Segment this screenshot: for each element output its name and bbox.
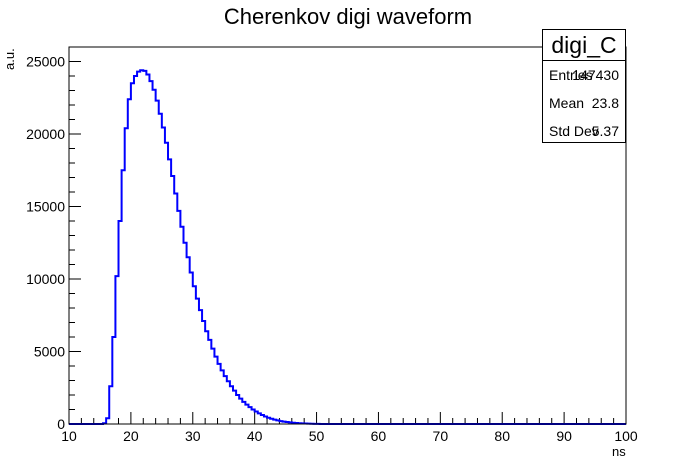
mean-label: Mean: [549, 95, 585, 111]
y-tick-label: 15000: [26, 199, 65, 215]
x-tick-label: 60: [371, 428, 387, 444]
stats-row-mean: Mean 23.8: [543, 89, 625, 117]
x-tick-label: 50: [309, 428, 325, 444]
x-tick-label: 80: [494, 428, 510, 444]
x-axis-label: ns: [612, 444, 626, 459]
x-tick-label: 20: [123, 428, 139, 444]
y-axis-label: a.u.: [2, 48, 17, 70]
x-tick-label: 100: [614, 428, 638, 444]
stats-box: digi_C Entries 147430 Mean 23.8 Std Dev …: [542, 29, 626, 143]
stats-row-entries: Entries 147430: [543, 61, 625, 89]
x-axis-ticks: 10 20 30 40 50 60 70 80 90 100: [61, 412, 638, 444]
plot-frame: [68, 46, 627, 425]
x-tick-label: 10: [61, 428, 77, 444]
mean-value: 23.8: [591, 95, 619, 111]
stddev-value: 5.37: [591, 123, 619, 139]
entries-label: Entries: [549, 67, 593, 83]
stats-row-stddev: Std Dev 5.37: [543, 117, 625, 145]
stddev-label: Std Dev: [549, 123, 599, 139]
x-tick-label: 70: [433, 428, 449, 444]
y-tick-label: 5000: [34, 344, 65, 360]
y-tick-label: 25000: [26, 54, 65, 70]
x-tick-label: 40: [247, 428, 263, 444]
entries-value: 147430: [572, 67, 619, 83]
y-tick-label: 20000: [26, 126, 65, 142]
y-axis-ticks: 0 5000 10000 15000 20000 25000: [26, 46, 81, 432]
waveform-histogram-line: [69, 69, 626, 425]
x-tick-label: 30: [185, 428, 201, 444]
stats-title: digi_C: [543, 30, 625, 61]
x-tick-label: 90: [556, 428, 572, 444]
y-tick-label: 0: [57, 416, 65, 432]
chart-title: Cherenkov digi waveform: [223, 4, 473, 29]
y-tick-label: 10000: [26, 271, 65, 287]
